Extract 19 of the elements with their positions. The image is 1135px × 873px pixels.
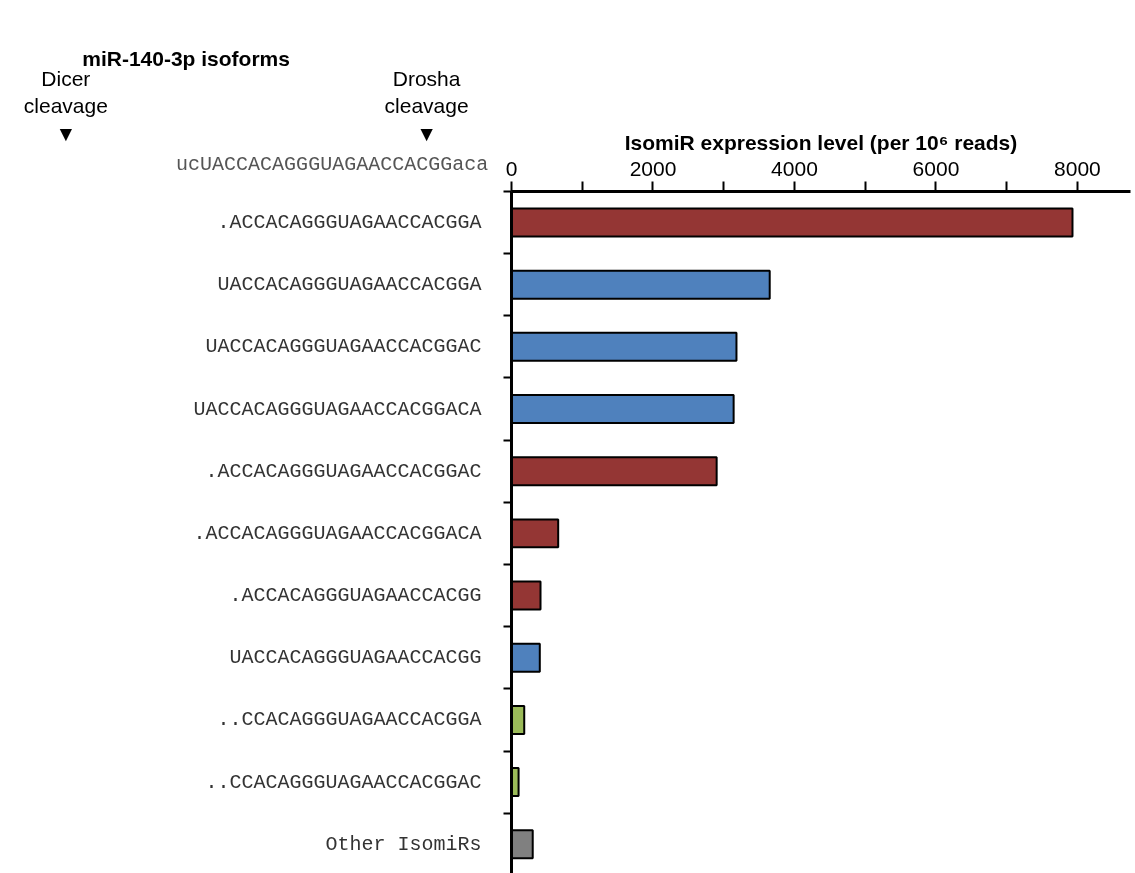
y-tick-label: UACCACAGGGUAGAACCACGG [229,646,482,670]
x-tick-label: 0 [505,157,518,181]
y-tick-label: UACCACAGGGUAGAACCACGGA [217,273,482,297]
x-tick-label: 2000 [629,157,677,181]
y-tick-label: ..CCACAGGGUAGAACCACGGAC [205,770,482,794]
y-tick-label: .ACCACAGGGUAGAACCACGGACA [193,521,482,545]
x-tick-label: 8000 [1054,157,1101,181]
text: Drosha cleavage ▼ [384,66,469,145]
y-tick-label: .ACCACAGGGUAGAACCACGG [229,584,482,608]
y-tick-label: .ACCACAGGGUAGAACCACGGA [217,210,482,234]
y-tick-label: ..CCACAGGGUAGAACCACGGA [217,708,482,732]
x-tick-label: 6000 [912,157,960,181]
text: ucUACCACAGGGUAGAACCACGGaca [176,153,489,177]
y-tick-label: UACCACAGGGUAGAACCACGGACA [193,397,482,421]
x-tick-label: 4000 [771,157,818,181]
y-tick-label: Other IsomiRs [325,832,482,856]
y-tick-label: .ACCACAGGGUAGAACCACGGAC [205,459,482,483]
y-tick-label: UACCACAGGGUAGAACCACGGAC [205,335,482,359]
x-axis-title: IsomiR expression level (per 10⁶ reads) [624,130,1018,154]
